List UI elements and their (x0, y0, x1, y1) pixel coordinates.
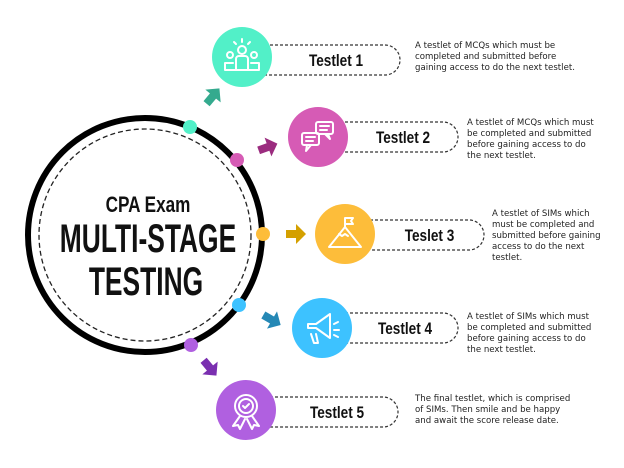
description-line: and await the score release date. (415, 416, 559, 426)
testlet-5: Testlet 5 The final testlet, which is com… (184, 338, 570, 440)
icon-circle (216, 380, 276, 440)
inner-dashed-ring (38, 128, 252, 342)
label-pill (370, 219, 485, 251)
description-line: the next testlet. (467, 151, 536, 161)
testlet-label: Testlet 5 (310, 404, 364, 423)
arrow-icon (286, 224, 306, 244)
arrow-icon (261, 311, 281, 329)
description-line: A testlet of SIMs which (492, 209, 590, 219)
center-heading-line2: TESTING (89, 260, 203, 305)
description-line: of SIMs. Then smile and be happy (415, 405, 560, 415)
description-line: be completed and submitted (467, 129, 591, 139)
testlet-description: A testlet of SIMs which must be completed… (467, 312, 591, 355)
description-line: before gaining access to do (467, 140, 586, 150)
testlet-1: Testlet 1 A testlet of MCQs which must be… (183, 27, 575, 134)
description-line: submitted before gaining (492, 231, 601, 241)
description-line: A testlet of MCQs which must (467, 118, 594, 128)
center-subtitle: CPA Exam (106, 193, 191, 218)
connector-dot (230, 153, 244, 167)
description-line: completed and submitted before (415, 52, 556, 62)
testlet-description: A testlet of SIMs which must be completed… (492, 209, 601, 263)
icon-circle (292, 298, 352, 358)
testlet-label: Testlet 1 (309, 52, 363, 71)
description-line: access to do the next (492, 242, 585, 252)
center-title: CPA Exam MULTI-STAGE TESTING (60, 193, 236, 304)
testlet-4: Testlet 4 A testlet of SIMs which must be … (232, 298, 591, 358)
testlet-label: Teslet 3 (405, 227, 455, 246)
description-line: the next testlet. (467, 345, 536, 355)
testlet-2: Testlet 2 A testlet of MCQs which must be … (230, 107, 594, 167)
connector-dot (183, 120, 197, 134)
megaphone-icon (307, 313, 340, 344)
description-line: testlet. (492, 253, 522, 263)
arrow-icon (203, 88, 221, 107)
testlet-description: A testlet of MCQs which must be completed… (467, 118, 594, 161)
testlet-label: Testlet 2 (376, 129, 430, 148)
description-line: must be completed and (492, 220, 594, 230)
testlet-description: A testlet of MCQs which must be completed… (415, 41, 575, 73)
description-line: The final testlet, which is comprised (414, 394, 570, 404)
mountain-flag-icon (328, 217, 362, 248)
chat-bubbles-icon (301, 121, 334, 152)
arrow-icon (257, 137, 278, 157)
testlet-3: Teslet 3 A testlet of SIMs which must be c… (256, 204, 601, 264)
arrow-icon (200, 357, 218, 376)
label-pill (345, 121, 459, 153)
connector-dot (184, 338, 198, 352)
label-pill (345, 312, 459, 344)
team-icon (224, 38, 260, 71)
description-line: before gaining access to do (467, 334, 586, 344)
description-line: gaining access to do the next testlet. (415, 63, 575, 73)
description-line: be completed and submitted (467, 323, 591, 333)
description-line: A testlet of SIMs which must (467, 312, 590, 322)
center-heading-line1: MULTI-STAGE (60, 217, 236, 262)
connector-dot (232, 298, 246, 312)
testlet-label: Testlet 4 (378, 320, 432, 339)
connector-dot (256, 227, 270, 241)
label-pill (270, 396, 399, 428)
description-line: A testlet of MCQs which must be (415, 41, 555, 51)
award-badge-icon (232, 394, 260, 430)
testlet-description: The final testlet, which is comprised of … (414, 394, 570, 426)
